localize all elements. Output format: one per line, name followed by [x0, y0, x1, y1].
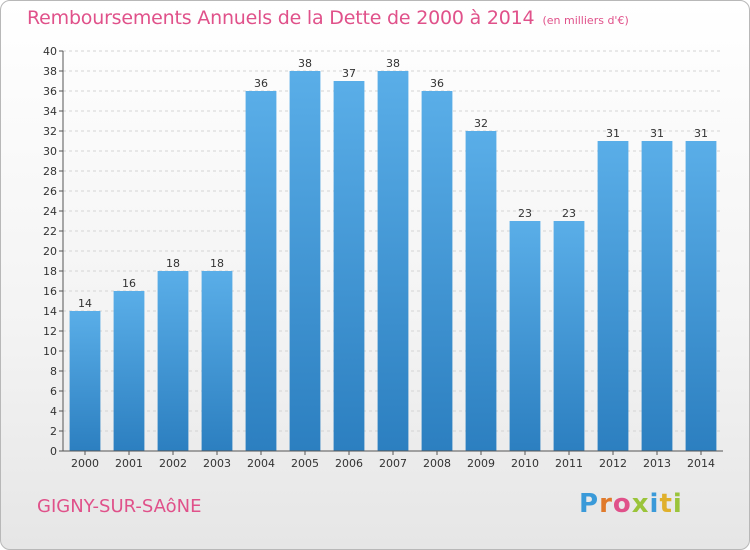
- x-tick-label: 2011: [555, 457, 583, 470]
- x-tick-label: 2000: [71, 457, 99, 470]
- x-tick-label: 2007: [379, 457, 407, 470]
- y-tick-label: 18: [43, 265, 57, 278]
- x-tick-label: 2002: [159, 457, 187, 470]
- commune-name: GIGNY-SUR-SAôNE: [37, 496, 202, 517]
- x-tick-label: 2004: [247, 457, 275, 470]
- unit-label: (en milliers d'€): [542, 14, 629, 27]
- y-tick-label: 0: [50, 445, 57, 458]
- axes: 0246810121416182022242628303234363840200…: [43, 45, 723, 470]
- data-label: 14: [78, 297, 92, 310]
- x-tick-label: 2001: [115, 457, 143, 470]
- bar: [421, 91, 453, 451]
- data-label: 23: [562, 207, 576, 220]
- y-tick-label: 28: [43, 165, 57, 178]
- bar: [685, 141, 717, 451]
- x-tick-label: 2009: [467, 457, 495, 470]
- bar: [113, 291, 145, 451]
- bar: [509, 221, 541, 451]
- data-label: 23: [518, 207, 532, 220]
- y-tick-label: 16: [43, 285, 57, 298]
- logo-letter: o: [612, 489, 632, 519]
- y-tick-label: 4: [50, 405, 57, 418]
- logo-letter: i: [672, 489, 683, 519]
- x-tick-label: 2005: [291, 457, 319, 470]
- x-tick-label: 2014: [687, 457, 715, 470]
- logo-letter: t: [659, 489, 673, 519]
- data-label: 38: [386, 57, 400, 70]
- logo-letter: r: [599, 489, 613, 519]
- data-label: 31: [606, 127, 620, 140]
- y-tick-label: 8: [50, 365, 57, 378]
- bar: [597, 141, 629, 451]
- y-tick-label: 30: [43, 145, 57, 158]
- bar: [377, 71, 409, 451]
- bar: [201, 271, 233, 451]
- y-tick-label: 40: [43, 45, 57, 58]
- y-tick-label: 34: [43, 105, 57, 118]
- logo-letter: i: [649, 489, 660, 519]
- data-label: 37: [342, 67, 356, 80]
- y-tick-label: 22: [43, 225, 57, 238]
- data-label: 16: [122, 277, 136, 290]
- y-tick-label: 20: [43, 245, 57, 258]
- y-tick-label: 2: [50, 425, 57, 438]
- bar: [641, 141, 673, 451]
- y-tick-label: 12: [43, 325, 57, 338]
- bar: [333, 81, 365, 451]
- proxiti-logo: Proxiti: [579, 489, 683, 519]
- data-label: 31: [694, 127, 708, 140]
- y-tick-label: 32: [43, 125, 57, 138]
- data-label: 18: [210, 257, 224, 270]
- bar: [69, 311, 101, 451]
- x-tick-label: 2012: [599, 457, 627, 470]
- data-label: 38: [298, 57, 312, 70]
- y-tick-label: 6: [50, 385, 57, 398]
- y-tick-label: 14: [43, 305, 57, 318]
- data-label: 36: [430, 77, 444, 90]
- logo-letter: P: [579, 489, 600, 519]
- data-label: 32: [474, 117, 488, 130]
- x-tick-label: 2006: [335, 457, 363, 470]
- bar: [157, 271, 189, 451]
- x-tick-label: 2010: [511, 457, 539, 470]
- bar: [289, 71, 321, 451]
- bars: 14 16 18 18 36 38 37 38 36 32 23 23 31 31 31: [69, 57, 717, 451]
- logo-letter: x: [631, 489, 650, 519]
- y-tick-label: 36: [43, 85, 57, 98]
- y-tick-label: 38: [43, 65, 57, 78]
- bar: [245, 91, 277, 451]
- bar: [465, 131, 497, 451]
- x-tick-label: 2008: [423, 457, 451, 470]
- data-label: 31: [650, 127, 664, 140]
- x-tick-label: 2003: [203, 457, 231, 470]
- bar: [553, 221, 585, 451]
- y-tick-label: 10: [43, 345, 57, 358]
- y-tick-label: 26: [43, 185, 57, 198]
- title-text: Remboursements Annuels de la Dette de 20…: [27, 7, 535, 29]
- x-tick-label: 2013: [643, 457, 671, 470]
- data-label: 36: [254, 77, 268, 90]
- chart-title: Remboursements Annuels de la Dette de 20…: [27, 7, 629, 29]
- data-label: 18: [166, 257, 180, 270]
- y-tick-label: 24: [43, 205, 57, 218]
